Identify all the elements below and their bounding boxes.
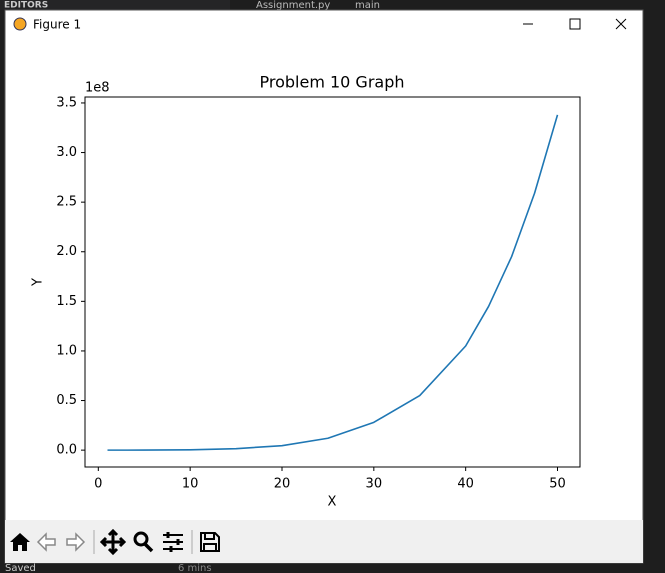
data-line [107, 114, 559, 451]
plot: 0 10 20 30 40 50 0.0 0.5 1.0 1.5 2.0 2.5 3.0 3.5 [56, 95, 565, 491]
editor-strip [645, 10, 665, 563]
y-tick-label: 0.5 [56, 393, 77, 408]
x-tick-label: 20 [274, 477, 291, 492]
configure-button[interactable] [163, 534, 183, 550]
y-tick-label: 1.5 [56, 294, 77, 309]
x-tick-label: 0 [94, 477, 102, 492]
zoom-button[interactable] [133, 531, 149, 547]
home-button[interactable] [10, 533, 30, 551]
close-button[interactable] [615, 18, 627, 30]
y-axis-label: Y [31, 278, 46, 287]
file-tab[interactable]: Assignment.py [256, 0, 330, 11]
zoom-handle [143, 542, 154, 553]
x-tick-label: 50 [549, 477, 566, 492]
y-tick-label: 3.5 [56, 95, 77, 110]
x-axis-label: X [328, 495, 337, 510]
chart-title: Problem 10 Graph [259, 73, 404, 92]
status-bar [0, 563, 665, 573]
configure-sliders [166, 532, 180, 552]
side-bar [0, 0, 230, 10]
pan-button[interactable] [99, 528, 127, 556]
y-tick-label: 2.5 [56, 195, 77, 210]
x-tick-label: 40 [457, 477, 474, 492]
axes-frame [84, 96, 581, 468]
figure-window [4, 9, 644, 564]
window-title: Figure 1 [33, 18, 81, 32]
y-tick-label: 1.0 [56, 343, 77, 358]
forward-button[interactable] [66, 532, 86, 552]
breadcrumb-symbol[interactable]: main [355, 0, 380, 11]
status-time: 6 mins [178, 563, 212, 573]
window-icon [13, 17, 27, 31]
offset-label: 1e8 [85, 81, 110, 96]
y-tick-label: 0.0 [56, 443, 77, 458]
x-tick-label: 10 [182, 477, 199, 492]
status-saved: Saved [5, 563, 36, 573]
y-tick-label: 2.0 [56, 244, 77, 259]
back-button[interactable] [36, 532, 56, 552]
save-button[interactable] [200, 532, 220, 552]
x-tick-label: 30 [366, 477, 383, 492]
y-tick-label: 3.0 [56, 145, 77, 160]
panel-title: EDITORS [4, 1, 48, 11]
maximize-button[interactable] [569, 18, 581, 30]
